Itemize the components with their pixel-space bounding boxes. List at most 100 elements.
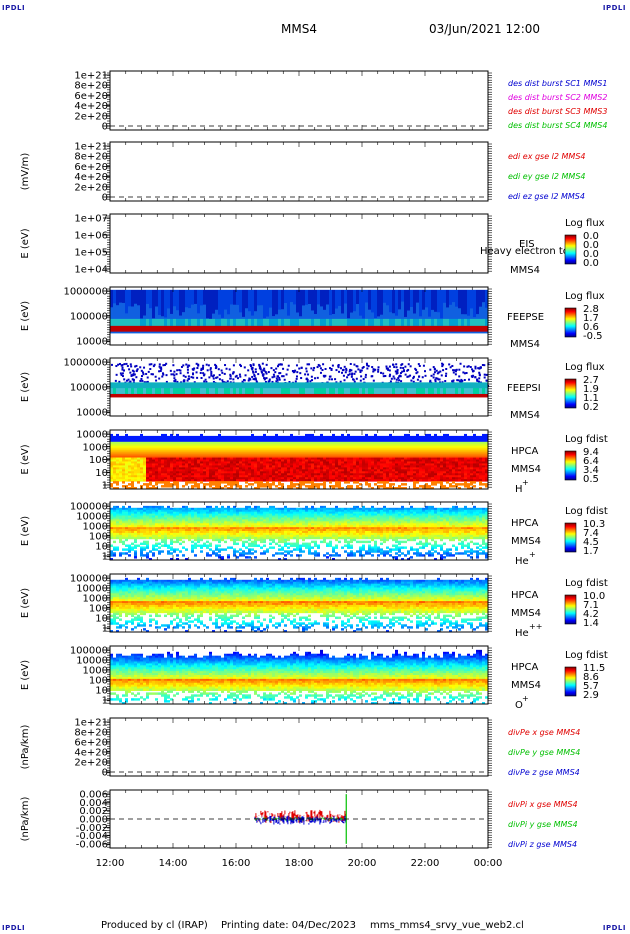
instrument-label: MMS4	[510, 265, 540, 276]
heatmap-cell	[218, 388, 221, 394]
heatmap-cell	[230, 471, 233, 474]
heatmap-cell	[110, 445, 113, 449]
heatmap-cell	[473, 451, 476, 455]
heatmap-cell	[167, 459, 170, 462]
heatmap-cell	[454, 369, 457, 372]
heatmap-cell	[125, 461, 128, 464]
heatmap-cell	[398, 443, 401, 447]
heatmap-cell	[143, 445, 146, 449]
heatmap-cell	[203, 463, 206, 466]
heatmap-cell	[188, 388, 191, 394]
heatmap-cell	[233, 465, 236, 468]
colorbar-tick-label: 1.1	[583, 393, 599, 404]
heatmap-cell	[384, 375, 387, 378]
heatmap-cell	[401, 477, 404, 480]
heatmap-cell	[365, 481, 368, 484]
heatmap-cell	[479, 441, 482, 445]
heatmap-cell	[191, 477, 194, 480]
heatmap-cell	[329, 473, 332, 476]
heatmap-cell	[140, 469, 143, 472]
heatmap-cell	[380, 439, 383, 443]
heatmap-cell	[137, 453, 140, 457]
heatmap-cell	[431, 481, 434, 484]
heatmap-cell	[320, 467, 323, 470]
heatmap-cell	[347, 485, 350, 488]
heatmap-cell	[383, 439, 386, 443]
y-tick-label: 2e+20	[74, 182, 108, 193]
heatmap-cell	[182, 473, 185, 476]
heatmap-cell	[440, 461, 443, 464]
heatmap-cell	[182, 467, 185, 470]
heatmap-cell	[320, 483, 323, 486]
heatmap-cell	[344, 479, 347, 482]
heatmap-cell	[173, 481, 176, 484]
heatmap-cell	[434, 457, 437, 460]
heatmap-cell	[287, 471, 290, 474]
heatmap-cell	[182, 453, 185, 457]
heatmap-cell	[473, 437, 476, 441]
heatmap-cell	[140, 433, 143, 437]
heatmap-cell	[245, 443, 248, 447]
heatmap-cell	[350, 388, 353, 394]
heatmap-cell	[458, 475, 461, 478]
heatmap-cell	[398, 487, 401, 490]
heatmap-cell	[110, 473, 113, 476]
heatmap-cell	[176, 457, 179, 460]
heatmap-cell	[281, 388, 284, 394]
heatmap-cell	[311, 485, 314, 488]
heatmap-cell	[257, 289, 260, 306]
heatmap-cell	[431, 465, 434, 468]
heatmap-cell	[409, 365, 412, 368]
heatmap-cell	[116, 289, 119, 306]
heatmap-cell	[401, 443, 404, 447]
heatmap-cell	[454, 370, 457, 373]
heatmap-cell	[116, 445, 119, 449]
heatmap-cell	[467, 467, 470, 470]
heatmap-cell	[251, 473, 254, 476]
heatmap-cell	[131, 483, 134, 486]
heatmap-cell	[400, 380, 403, 383]
heatmap-cell	[434, 451, 437, 455]
heatmap-cell	[399, 366, 402, 369]
heatmap-cell	[179, 469, 182, 472]
heatmap-cell	[395, 461, 398, 464]
heatmap-cell	[377, 443, 380, 447]
heatmap-cell	[116, 465, 119, 468]
heatmap-cell	[323, 463, 326, 466]
heatmap-cell	[140, 441, 143, 445]
heatmap-cell	[194, 289, 197, 304]
heatmap-cell	[383, 461, 386, 464]
heatmap-cell	[233, 481, 236, 484]
heatmap-cell	[473, 461, 476, 464]
heatmap-cell	[308, 485, 311, 488]
heatmap-cell	[359, 477, 362, 480]
heatmap-cell	[290, 465, 293, 468]
heatmap-cell	[308, 363, 311, 366]
heatmap-cell	[455, 437, 458, 441]
heatmap-cell	[278, 443, 281, 447]
heatmap-cell	[290, 445, 293, 449]
heatmap-cell	[365, 437, 368, 441]
heatmap-cell	[176, 469, 179, 472]
heatmap-cell	[389, 459, 392, 462]
heatmap-cell	[347, 433, 350, 437]
heatmap-cell	[264, 381, 267, 384]
heatmap-cell	[416, 475, 419, 478]
heatmap-cell	[388, 369, 391, 372]
heatmap-cell	[173, 437, 176, 441]
heatmap-cell	[407, 479, 410, 482]
heatmap-cell	[173, 471, 176, 474]
heatmap-cell	[359, 483, 362, 486]
heatmap-cell	[332, 471, 335, 474]
heatmap-cell	[470, 457, 473, 460]
heatmap-cell	[380, 475, 383, 478]
heatmap-cell	[185, 469, 188, 472]
heatmap-cell	[218, 483, 221, 486]
heatmap-cell	[158, 445, 161, 449]
heatmap-cell	[296, 445, 299, 449]
heatmap-cell	[128, 435, 131, 439]
heatmap-cell	[113, 437, 116, 441]
heatmap-cell	[229, 377, 232, 380]
heatmap-cell	[281, 459, 284, 462]
heatmap-cell	[122, 463, 125, 466]
